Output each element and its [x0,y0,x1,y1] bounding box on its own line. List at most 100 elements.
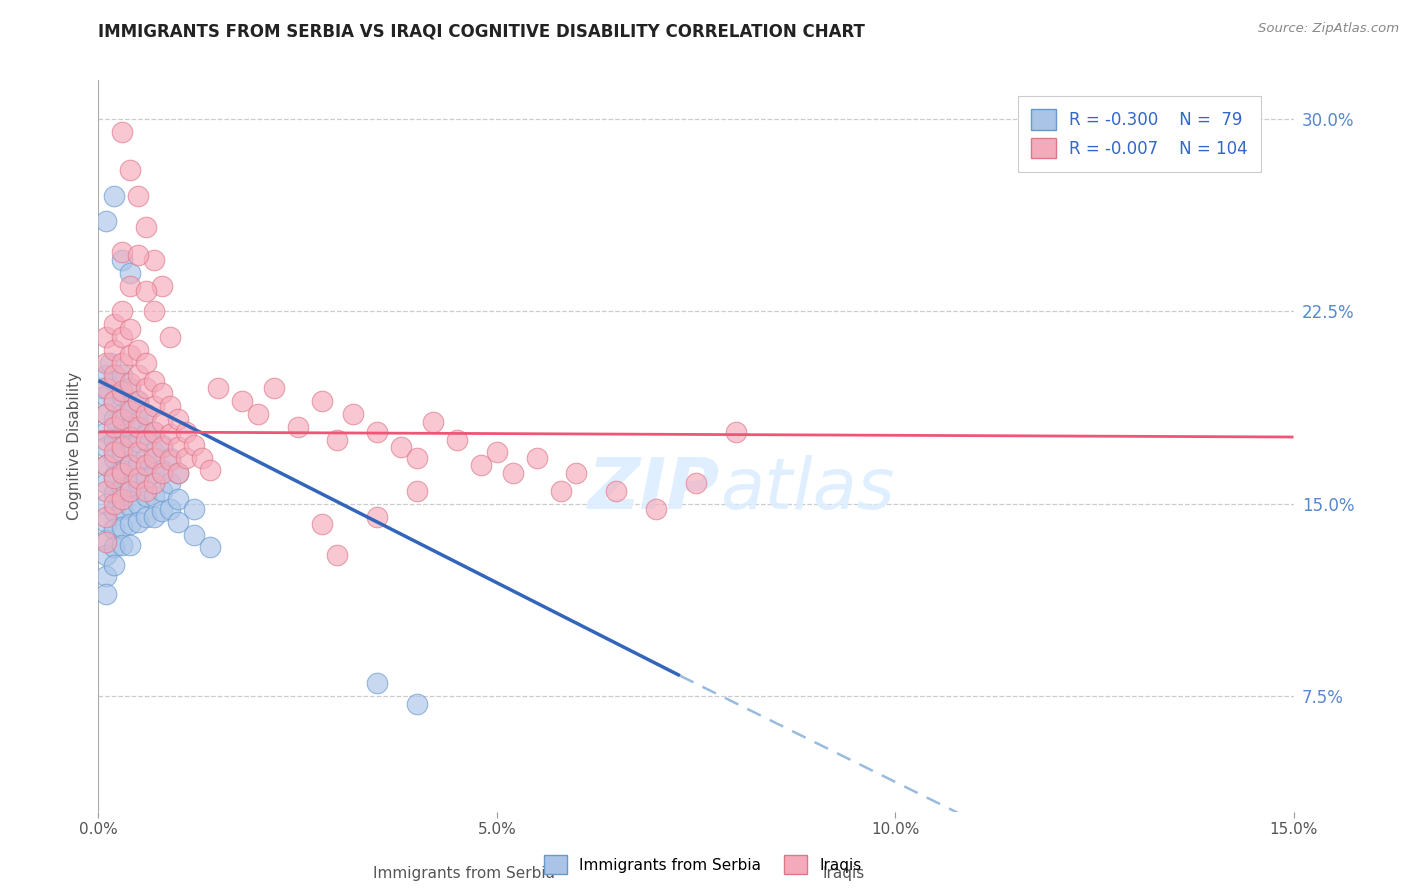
Point [406,483,429,498]
Point [550,483,572,498]
Point [111,440,134,454]
Point [103,471,125,485]
Point [127,394,149,409]
Point [120,266,142,280]
Point [135,450,157,465]
Point [246,407,269,421]
Point [96,381,118,395]
Point [174,425,197,439]
Point [103,486,125,500]
Point [135,509,157,524]
Point [150,483,173,498]
Point [103,558,125,573]
Point [143,476,166,491]
Point [724,425,747,439]
Point [96,535,118,549]
Point [120,538,142,552]
Point [159,501,181,516]
Point [159,399,181,413]
Point [120,458,142,473]
Point [422,415,444,429]
Point [120,458,142,473]
Point [526,450,548,465]
Point [406,697,429,711]
Point [446,433,468,447]
Text: atlas: atlas [720,456,894,524]
Point [143,509,166,524]
Point [127,476,149,491]
Point [103,374,125,388]
Point [96,568,118,582]
Point [470,458,492,473]
Point [120,163,142,178]
Point [96,407,118,421]
Point [485,445,508,459]
Point [159,450,181,465]
Point [135,407,157,421]
Point [103,412,125,426]
Point [120,430,142,444]
Point [326,433,349,447]
Point [96,407,118,421]
Point [150,438,173,452]
Point [150,386,173,401]
Point [167,491,190,506]
Point [120,500,142,514]
Point [366,425,388,439]
Point [174,450,197,465]
Point [120,479,142,493]
Point [167,440,190,454]
Point [191,450,214,465]
Point [150,504,173,518]
Point [159,476,181,491]
Point [111,368,134,383]
Point [96,586,118,600]
Point [103,541,125,555]
Point [263,381,285,395]
Point [326,548,349,562]
Point [127,515,149,529]
Point [135,284,157,298]
Point [96,425,118,439]
Point [111,520,134,534]
Point [645,501,668,516]
Point [111,245,134,260]
Point [96,389,118,403]
Point [167,412,190,426]
Point [96,533,118,547]
Point [120,419,142,434]
Point [103,497,125,511]
Point [135,407,157,421]
Point [103,523,125,537]
Point [127,188,149,202]
Y-axis label: Cognitive Disability: Cognitive Disability [67,372,83,520]
Point [143,425,166,439]
Point [111,330,134,344]
Point [111,355,134,369]
Point [159,453,181,467]
Point [135,381,157,395]
Point [127,435,149,450]
Point [103,504,125,518]
Point [143,489,166,503]
Point [167,466,190,480]
Point [96,515,118,529]
Point [103,317,125,331]
Point [111,427,134,442]
Point [135,427,157,442]
Point [120,381,142,395]
Point [311,517,333,532]
Point [120,376,142,391]
Point [103,368,125,383]
Point [143,374,166,388]
Point [111,445,134,459]
Point [103,445,125,459]
Point [96,355,118,369]
Point [685,476,707,491]
Point [366,509,388,524]
Text: ZIP: ZIP [588,456,720,524]
Point [342,407,364,421]
Point [96,433,118,447]
Point [127,419,149,434]
Point [103,468,125,483]
